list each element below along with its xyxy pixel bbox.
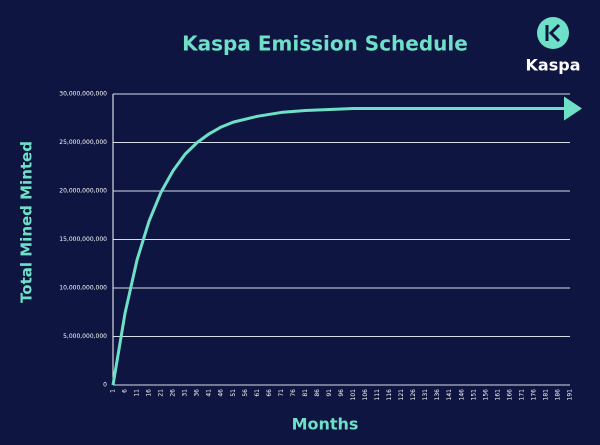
line [111,96,582,386]
x-tick-label: 176 [530,389,537,401]
x-tick-label: 61 [254,389,261,397]
x-tick-label: 151 [470,389,477,401]
x-tick-label: 191 [567,389,574,401]
x-tick-label: 141 [446,389,453,401]
x-tick-label: 66 [266,389,273,397]
y-tick-label: 20,000,000,000 [59,188,107,195]
x-tick-label: 166 [506,389,513,401]
x-tick-label: 16 [146,389,153,397]
x-tick-label: 71 [278,389,285,397]
x-tick-label: 111 [374,389,381,401]
x-tick-label: 101 [350,389,357,401]
x-tick-label: 76 [290,389,297,397]
x-tick-label: 1 [110,389,117,393]
x-tick-label: 21 [158,389,165,397]
x-tick-label: 81 [302,389,309,397]
x-tick-label: 121 [398,389,405,401]
x-tick-label: 6 [122,389,129,393]
y-tick-label: 30,000,000,000 [59,91,107,98]
y-tick-label: 10,000,000,000 [59,285,107,292]
x-tick-label: 51 [230,389,237,397]
x-tick-label: 36 [194,389,201,397]
logo-glyph [545,23,561,43]
x-tick-label: 126 [410,389,417,401]
x-tick-label: 116 [386,389,393,401]
x-tick-label: 171 [518,389,525,401]
x-axis-label: Months [292,415,359,434]
x-tick-label: 156 [482,389,489,401]
x-tick-label: 31 [182,389,189,397]
brand: Kaspa [526,56,581,75]
x-tick-label: 181 [542,389,549,401]
x-tick-label: 86 [314,389,321,397]
x-tick-label: 91 [326,389,333,397]
x-tick-label: 161 [494,389,501,401]
x-tick-label: 106 [362,389,369,401]
y-tick-label: 25,000,000,000 [59,139,107,146]
x-tick-label: 26 [170,389,177,397]
x-tick-label: 131 [422,389,429,401]
x-tick-label: 56 [242,389,249,397]
x-tick-label: 46 [218,389,225,397]
y-axis-label: Total Mined Minted [18,141,36,303]
x-tick-label: 186 [554,389,561,401]
y-tick-label: 0 [103,382,107,389]
x-tick-label: 146 [458,389,465,401]
y-tick-label: 15,000,000,000 [59,236,107,243]
x-tick-label: 96 [338,389,345,397]
chart-title: Kaspa Emission Schedule [182,32,468,56]
x-tick-label: 11 [134,389,141,397]
x-tick-label: 41 [206,389,213,397]
y-tick-label: 5,000,000,000 [63,333,107,340]
x-tick-label: 136 [434,389,441,401]
